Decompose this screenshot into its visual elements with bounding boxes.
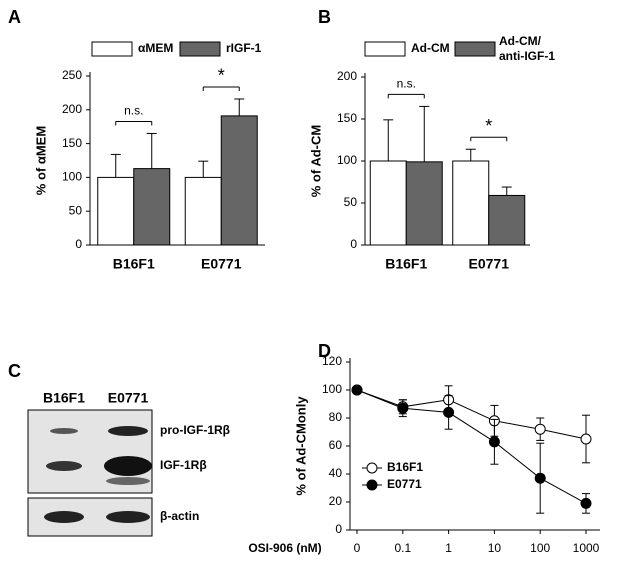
legend-label: Ad-CM/ anti-IGF-1 — [499, 34, 555, 63]
legend-marker — [366, 462, 378, 474]
point — [443, 406, 455, 418]
panel-label: B — [318, 7, 331, 27]
legend-swatch — [454, 41, 496, 57]
lane-label: E0771 — [108, 390, 149, 406]
bar — [220, 115, 258, 246]
bar — [369, 160, 407, 246]
x-tick-label: 10 — [488, 541, 502, 555]
x-tick-label: B16F1 — [113, 256, 155, 272]
y-tick-label: 250 — [62, 68, 82, 82]
y-tick-label: 0 — [350, 237, 357, 251]
legend-swatch — [179, 41, 221, 57]
legend-label: αMEM — [138, 41, 173, 55]
y-tick-label: 50 — [344, 195, 358, 209]
bar — [405, 161, 443, 246]
bar — [97, 176, 135, 246]
panel-label: A — [8, 7, 21, 27]
band-label: IGF-1Rβ — [160, 458, 207, 472]
band-label: pro-IGF-1Rβ — [160, 423, 230, 437]
y-tick-label: 100 — [62, 170, 82, 184]
y-tick-label: 150 — [62, 136, 82, 150]
annotation: * — [218, 66, 225, 86]
annotation: n.s. — [397, 77, 416, 91]
y-tick-label: 80 — [329, 410, 343, 424]
panel-label: D — [318, 341, 331, 361]
legend-label: Ad-CM — [411, 41, 450, 55]
legend-swatch — [91, 41, 133, 57]
y-tick-label: 150 — [337, 111, 357, 125]
bar — [133, 168, 171, 246]
series-line — [356, 389, 587, 440]
legend-marker — [366, 479, 378, 491]
x-tick-label: 0.1 — [394, 541, 411, 555]
series-line — [356, 389, 587, 504]
legend-swatch — [364, 41, 406, 57]
x-tick-label: 1 — [445, 541, 452, 555]
point — [397, 402, 409, 414]
legend-label: rIGF-1 — [226, 41, 262, 55]
point — [580, 497, 592, 509]
y-axis-label: % of αMEM — [33, 126, 48, 195]
point — [488, 436, 500, 448]
point — [534, 423, 546, 435]
point — [580, 433, 592, 445]
annotation: n.s. — [124, 104, 143, 118]
x-tick-label: E0771 — [201, 256, 242, 272]
y-axis-label: % of Ad-CMonly — [293, 396, 308, 496]
point — [534, 472, 546, 484]
y-tick-label: 60 — [329, 438, 343, 452]
y-tick-label: 200 — [337, 69, 357, 83]
bar — [488, 194, 526, 246]
band-label: β-actin — [160, 509, 199, 523]
x-tick-label: B16F1 — [385, 256, 427, 272]
panel-label: C — [8, 361, 21, 381]
annotation: * — [485, 116, 492, 136]
y-tick-label: 100 — [337, 153, 357, 167]
y-tick-label: 50 — [69, 203, 83, 217]
lane-label: B16F1 — [43, 390, 85, 406]
y-tick-label: 40 — [329, 466, 343, 480]
legend-label: E0771 — [387, 477, 422, 491]
blot-image — [27, 409, 153, 537]
y-axis-label: % of Ad-CM — [308, 125, 323, 197]
x-tick-label: 1000 — [573, 541, 600, 555]
y-tick-label: 0 — [75, 237, 82, 251]
y-tick-label: 20 — [329, 494, 343, 508]
legend-label: B16F1 — [387, 460, 423, 474]
x-tick-label: 100 — [530, 541, 550, 555]
legend-text: Ad-CM/ anti-IGF-1 — [499, 34, 555, 63]
bar — [184, 176, 222, 246]
bar — [452, 160, 490, 246]
y-tick-label: 100 — [322, 382, 342, 396]
x-tick-label: E0771 — [469, 256, 510, 272]
y-tick-label: 120 — [322, 354, 342, 368]
y-tick-label: 0 — [335, 522, 342, 536]
x-axis-label: OSI-906 (nM) — [248, 541, 321, 555]
point — [351, 384, 363, 396]
y-tick-label: 200 — [62, 102, 82, 116]
x-tick-label: 0 — [354, 541, 361, 555]
